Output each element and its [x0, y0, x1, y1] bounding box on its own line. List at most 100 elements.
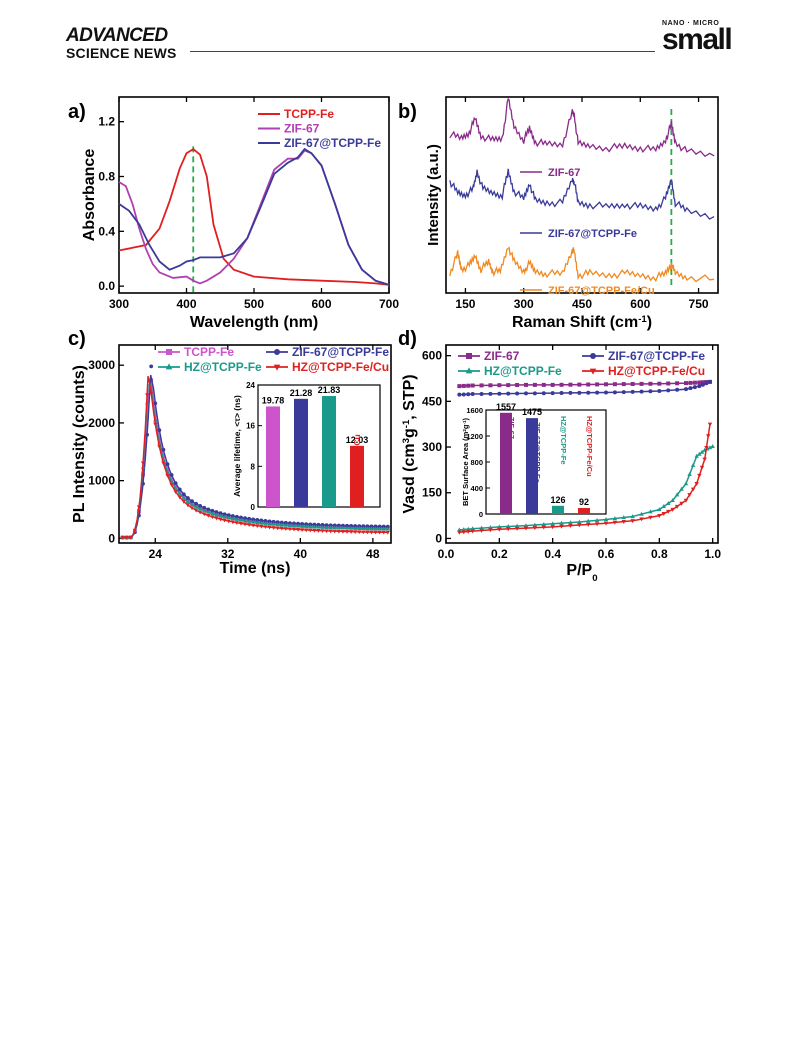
panel-d-marker-0 — [700, 380, 705, 385]
panel-c-marker-3 — [226, 519, 231, 524]
panel-d-marker-3 — [690, 487, 696, 492]
panel-d-marker-3 — [594, 522, 600, 527]
panel-d-inset-ytick-label-1: 400 — [470, 484, 483, 493]
panel-d-marker-0 — [532, 382, 537, 387]
panel-d-marker-3 — [630, 519, 635, 524]
panel-c-marker-1 — [169, 473, 174, 477]
panel-c-marker-1 — [161, 447, 166, 452]
panel-c-marker-2 — [349, 525, 354, 530]
panel-d-inset-value-3: 92 — [579, 497, 589, 507]
panel-c-marker-2 — [287, 523, 292, 528]
panel-c-xtick-label-3: 48 — [366, 547, 380, 561]
panel-d-marker-3 — [687, 493, 692, 498]
panel-c-marker-1 — [153, 401, 158, 406]
panel-c-marker-1 — [255, 518, 260, 522]
panel-d-marker-2 — [488, 525, 493, 530]
panel-b-xtick-label-2: 450 — [572, 297, 592, 311]
panel-d-marker-1 — [550, 391, 555, 396]
panel-c-marker-2 — [377, 526, 382, 531]
panel-d-marker-1 — [657, 388, 662, 393]
journal-name-nano-micro: NANO · MICRO — [662, 20, 720, 27]
panel-d-xlabel-part-0: P/P — [566, 562, 592, 579]
panel-c-marker-1 — [275, 520, 280, 525]
panel-d-series-0 — [459, 381, 711, 387]
panel-c-marker-2 — [189, 502, 195, 507]
panel-c-marker-1 — [373, 524, 378, 529]
panel-c-marker-2 — [214, 512, 219, 517]
panel-c-xtick-label-0: 24 — [149, 547, 163, 561]
panel-d-marker-3 — [707, 422, 713, 427]
panel-a-xtick-label-0: 300 — [109, 297, 129, 311]
panel-c-marker-1 — [308, 522, 313, 527]
panel-d-marker-3 — [466, 529, 471, 534]
panel-d-marker-0 — [675, 381, 680, 386]
panel-d-inset-category-2: HZ@TCPP-Fe — [559, 416, 568, 465]
panel-c-marker-3 — [275, 526, 280, 531]
panel-c-marker-3 — [251, 523, 256, 528]
panel-d-marker-1 — [541, 391, 546, 396]
panel-d-marker-3 — [532, 526, 538, 531]
panel-c-marker-3 — [149, 391, 154, 396]
panel-b-xtick-label-4: 750 — [689, 297, 709, 311]
panel-c-marker-1 — [336, 523, 341, 528]
panel-d-inset-ylabel-part-0: BET Surface Area (m — [461, 431, 470, 506]
panel-d-legend-marker-2 — [465, 367, 473, 374]
panel-d-marker-3 — [674, 504, 680, 509]
panel-a-series-2 — [118, 147, 390, 286]
panel-c-marker-2 — [369, 526, 374, 531]
panel-d-markers-3 — [457, 422, 713, 535]
panel-d-ytick-label-3: 450 — [422, 394, 442, 408]
panel-c-marker-2 — [361, 526, 366, 531]
panel-d-marker-3 — [586, 522, 591, 527]
panel-d-marker-1 — [595, 390, 600, 395]
panel-c-marker-2 — [308, 524, 313, 529]
panel-c-marker-2 — [234, 517, 239, 521]
panel-c-marker-1 — [222, 512, 227, 517]
panel-c-marker-0 — [165, 467, 170, 472]
panel-d-marker-2 — [639, 511, 644, 516]
panel-c-marker-1 — [353, 524, 358, 528]
panel-c-marker-3 — [328, 529, 333, 534]
panel-c-marker-1 — [369, 524, 374, 529]
panel-c-inset-bar-1 — [294, 398, 308, 507]
panel-c-frame — [118, 344, 392, 544]
panel-a-legend-label-1: ZIF-67 — [284, 122, 320, 136]
panel-b-series-0 — [449, 97, 715, 158]
panel-c-marker-2 — [320, 525, 325, 529]
panel-c-markers-1 — [120, 364, 390, 540]
panel-c-inset-value-3: 12.03 — [346, 435, 369, 445]
panel-c-marker-3 — [157, 445, 162, 449]
panel-d-marker-2 — [577, 519, 582, 524]
panel-d-marker-1 — [577, 390, 582, 395]
panel-d-marker-1 — [506, 391, 511, 396]
panel-d-marker-1 — [604, 390, 608, 395]
panel-d-marker-0 — [595, 382, 600, 387]
panel-c-marker-3 — [300, 528, 305, 533]
panel-b-xlabel-part-0: Raman Shift (cm — [512, 314, 638, 331]
panel-d-series-1 — [459, 381, 711, 396]
panel-d-inset-ytick-label-0: 0 — [479, 510, 483, 519]
panel-c-marker-0 — [153, 411, 158, 416]
panel-c-marker-2 — [353, 526, 358, 530]
panel-d-marker-0 — [604, 382, 608, 387]
panel-c-xlabel: Time (ns) — [220, 560, 291, 577]
panel-d-marker-0 — [684, 381, 688, 386]
panel-d-marker-2 — [532, 522, 538, 527]
panel-c-marker-2 — [255, 520, 260, 524]
panel-d-marker-2 — [514, 523, 520, 528]
panel-c-marker-3 — [259, 524, 264, 529]
journal-logo-right: NANO · MICRO small — [662, 20, 733, 55]
panel-d-marker-0 — [586, 382, 591, 387]
panel-c-marker-1 — [194, 501, 198, 506]
panel-d-legend-marker-0 — [466, 353, 472, 359]
panel-d-markers-1 — [457, 379, 712, 397]
panel-c-marker-1 — [210, 508, 215, 513]
panel-d-marker-2 — [568, 520, 573, 525]
panel-d-marker-1 — [586, 390, 591, 395]
panel-d-marker-3 — [657, 513, 662, 518]
panel-b-legend-label-1: ZIF-67@TCPP-Fe — [548, 228, 637, 240]
panel-d-inset-bar-1 — [526, 418, 538, 514]
panel-c-marker-2 — [344, 525, 350, 530]
panel-c-marker-1 — [365, 524, 370, 529]
panel-d-marker-1 — [559, 391, 564, 396]
